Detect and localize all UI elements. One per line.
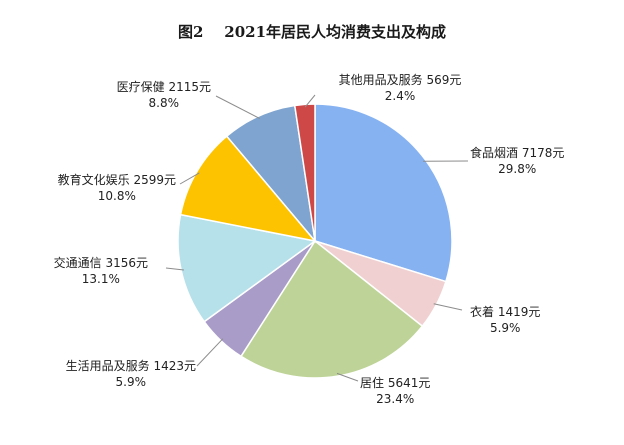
leader-line bbox=[336, 372, 359, 382]
slice-percent: 2.4% bbox=[385, 89, 416, 103]
slice-percent: 29.8% bbox=[498, 162, 536, 176]
slice-label: 教育文化娱乐 2599元 bbox=[58, 172, 176, 187]
slice-percent: 10.8% bbox=[98, 189, 136, 203]
slice-percent: 8.8% bbox=[149, 96, 180, 110]
pie-slice bbox=[179, 135, 317, 243]
slice-percent: 5.9% bbox=[490, 321, 521, 335]
slice-label: 医疗保健 2115元 bbox=[117, 80, 211, 94]
leader-line bbox=[179, 172, 200, 185]
leader-line bbox=[304, 94, 316, 108]
slice-label: 居住 5641元 bbox=[360, 376, 430, 390]
slice-percent: 23.4% bbox=[376, 392, 414, 406]
leader-line bbox=[215, 95, 261, 120]
slice-label: 交通通信 3156元 bbox=[54, 255, 148, 270]
pie-slice bbox=[239, 239, 424, 379]
pie-slice bbox=[314, 103, 453, 283]
slice-percent: 5.9% bbox=[116, 375, 147, 389]
leader-line bbox=[196, 338, 224, 367]
pie-slice bbox=[177, 213, 317, 323]
pie-slice bbox=[293, 103, 316, 242]
chart-title: 图2 2021年居民人均消费支出及构成 bbox=[178, 23, 446, 41]
slice-label: 衣着 1419元 bbox=[470, 304, 540, 319]
slice-label: 其他用品及服务 569元 bbox=[339, 72, 462, 87]
leader-line bbox=[165, 267, 184, 271]
slice-label: 食品烟酒 7178元 bbox=[470, 145, 564, 160]
slice-label: 生活用品及服务 1423元 bbox=[66, 358, 196, 373]
leader-line bbox=[433, 303, 463, 311]
slice-percent: 13.1% bbox=[82, 272, 120, 286]
